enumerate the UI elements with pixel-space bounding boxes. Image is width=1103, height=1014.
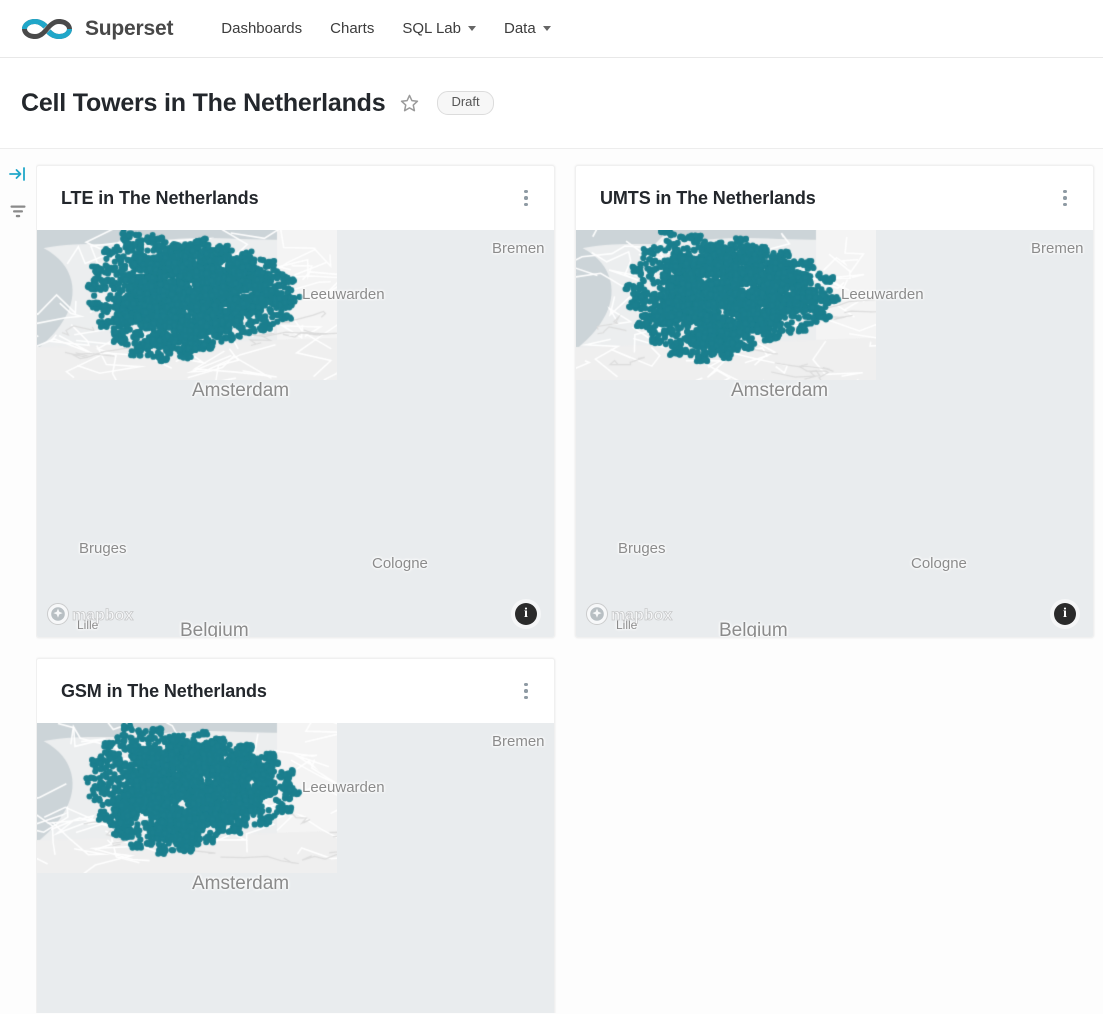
nav-item-sql-lab[interactable]: SQL Lab — [388, 14, 490, 43]
filter-icon[interactable] — [8, 201, 28, 221]
mapbox-logo[interactable]: mapbox — [586, 603, 692, 625]
nav-item-charts-label: Charts — [330, 20, 375, 37]
nav-item-dashboards[interactable]: Dashboards — [207, 14, 316, 43]
map-label: Belgium — [719, 620, 788, 637]
map-umts[interactable]: Leeuwarden Bremen Amsterdam Bruges Belgium Co… — [576, 230, 1093, 637]
chart-grid: LTE in The Netherlands Leeuwarden Bremen A… — [36, 149, 1103, 1013]
map-label: Belgium — [180, 620, 249, 637]
map-label: Bruges — [618, 540, 666, 557]
chart-card-gsm: GSM in The Netherlands Leeuwarden Bremen A… — [36, 658, 555, 1013]
scatter-layer — [37, 723, 337, 873]
nav-item-dashboards-label: Dashboards — [221, 20, 303, 37]
map-label: Bruges — [79, 540, 127, 557]
dashboard-body: LTE in The Netherlands Leeuwarden Bremen A… — [0, 149, 1103, 1013]
map-label: Cologne — [911, 555, 967, 572]
map-gsm[interactable]: LeeuwardenBremenAmsterdamBrugesBelgiumCo… — [37, 723, 554, 1013]
infinity-logo-icon — [20, 16, 76, 42]
chevron-down-icon — [542, 26, 551, 31]
chart-title-umts: UMTS in The Netherlands — [600, 187, 816, 208]
map-label: Amsterdam — [731, 380, 829, 401]
star-outline-icon[interactable] — [385, 93, 420, 114]
chart-card-header: UMTS in The Netherlands — [576, 166, 1093, 230]
status-badge: Draft — [437, 91, 494, 115]
nav-item-sql-lab-label: SQL Lab — [402, 20, 461, 37]
map-canvas: LeeuwardenBremenAmsterdamBrugesBelgiumCo… — [37, 723, 554, 1013]
map-label: Cologne — [372, 555, 428, 572]
brand-home-link[interactable]: Superset — [20, 16, 173, 42]
svg-text:mapbox: mapbox — [611, 607, 672, 624]
chevron-down-icon — [468, 26, 476, 31]
svg-text:mapbox: mapbox — [72, 607, 133, 624]
top-navbar: Superset Dashboards Charts SQL Lab Data — [0, 0, 1103, 58]
chart-card-lte: LTE in The Netherlands Leeuwarden Bremen A… — [36, 165, 555, 638]
chart-title-gsm: GSM in The Netherlands — [61, 680, 267, 701]
dashboard-header: Cell Towers in The Netherlands Draft — [0, 58, 1103, 149]
left-rail — [0, 149, 36, 1013]
scatter-layer — [576, 230, 876, 380]
nav-item-data[interactable]: Data — [490, 14, 565, 43]
nav-item-charts[interactable]: Charts — [316, 14, 388, 43]
chart-card-header: LTE in The Netherlands — [37, 166, 554, 230]
info-circle-icon[interactable]: i — [515, 603, 537, 625]
chart-title-lte: LTE in The Netherlands — [61, 187, 259, 208]
mapbox-logo[interactable]: mapbox — [47, 603, 153, 625]
map-label: Amsterdam — [192, 380, 290, 401]
chart-card-umts: UMTS in The Netherlands Leeuwarden Bremen… — [575, 165, 1094, 638]
brand-name: Superset — [85, 16, 174, 40]
nav-menu: Dashboards Charts SQL Lab Data — [207, 14, 564, 43]
map-label: Bremen — [1031, 240, 1084, 257]
page-title: Cell Towers in The Netherlands — [21, 88, 386, 117]
kebab-menu-icon[interactable] — [1056, 187, 1074, 209]
kebab-menu-icon[interactable] — [517, 680, 535, 702]
scatter-layer — [37, 230, 337, 380]
map-label: Bremen — [492, 733, 545, 750]
chart-card-header: GSM in The Netherlands — [37, 659, 554, 723]
map-label: Amsterdam — [192, 873, 290, 894]
map-lte[interactable]: Leeuwarden Bremen Amsterdam Bruges Belgium Co… — [37, 230, 554, 637]
expand-panel-arrow-icon[interactable] — [8, 164, 28, 184]
map-label: Bremen — [492, 240, 545, 257]
kebab-menu-icon[interactable] — [517, 187, 535, 209]
nav-item-data-label: Data — [504, 20, 536, 37]
info-circle-icon[interactable]: i — [1054, 603, 1076, 625]
